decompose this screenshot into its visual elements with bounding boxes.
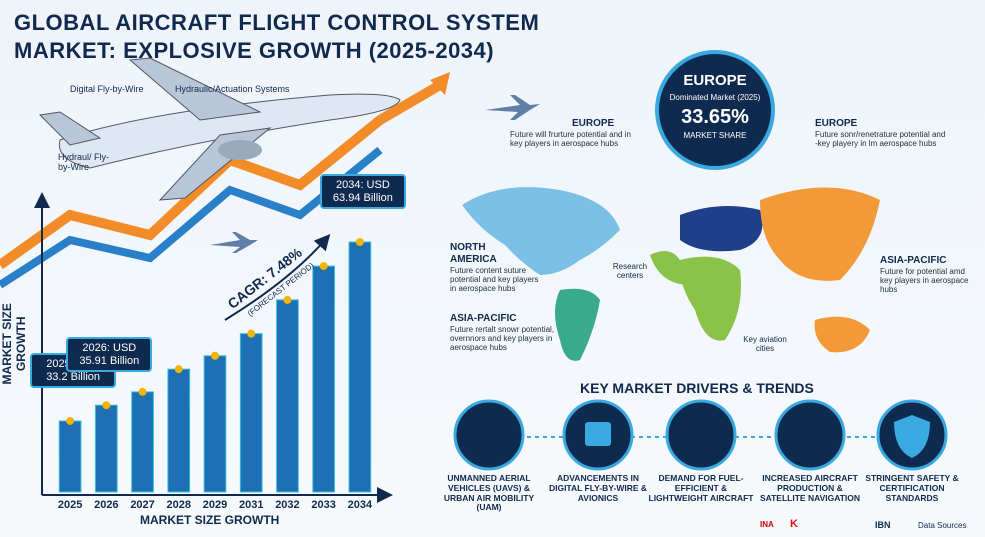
logo: INA [760, 520, 774, 529]
bar-glow [283, 295, 292, 304]
badge-caption: MARKET SHARE [683, 131, 747, 140]
bar [58, 420, 82, 493]
title: MARKET: EXPLOSIVE GROWTH (2025-2034) [14, 38, 495, 63]
bar-glow [211, 351, 219, 360]
badge-subtitle: Dominated Market (2025) [669, 93, 761, 102]
value-label: 2026: USD 35.91 Billion [66, 337, 153, 373]
y-axis-label: MARKET SIZE GROWTH [0, 303, 28, 385]
cagr-arrow [224, 233, 331, 321]
logo: IBN [875, 520, 891, 530]
plane-label: Digital Fly-by-Wire [70, 84, 144, 94]
badge-share: 33.65% [681, 106, 749, 128]
bar [203, 355, 227, 493]
bar [348, 241, 372, 493]
driver-caption: ADVANCEMENTS IN DIGITAL FLY-BY-WIRE & AV… [548, 473, 648, 503]
bar [131, 391, 154, 493]
plane-label: Hydraul/ Fly-by-Wire [58, 152, 110, 173]
region-text: Future will frurture potential and in ke… [510, 130, 631, 149]
x-tick-label: 2033 [311, 499, 335, 511]
bar-glow [174, 365, 183, 374]
region-name: NORTH AMERICA [450, 242, 497, 265]
bar-glow [138, 387, 147, 396]
x-tick-label: 2029 [203, 499, 227, 511]
bar [276, 299, 299, 493]
bar [312, 265, 336, 493]
bar [94, 404, 118, 493]
region-text: Future for potential amd key players in … [880, 267, 969, 295]
driver-caption: UNMANNED AERIAL VEHICLES (UAVS) & URBAN … [443, 473, 535, 513]
bar-glow [355, 237, 364, 246]
value-label: 2034: USD 63.94 Billion [319, 173, 406, 210]
title: GLOBAL AIRCRAFT FLIGHT CONTROL SYSTEM [14, 10, 540, 35]
region-name: ASIA-PACIFIC [450, 313, 517, 324]
badge-circle [655, 50, 775, 170]
region-text: Future rertalt snowr potential, overnnor… [450, 325, 555, 353]
driver-icons [453, 399, 948, 471]
plane-icon [210, 232, 258, 253]
data-sources: Data Sources [918, 521, 967, 530]
bar-glow [102, 401, 111, 410]
driver-caption: STRINGENT SAFETY & CERTIFICATION STANDAR… [865, 473, 959, 503]
world-map [462, 187, 880, 361]
map-label: Key aviation cities [743, 335, 787, 354]
x-axis-label: MARKET SIZE GROWTH [140, 513, 280, 527]
x-tick-label: 2031 [239, 499, 263, 511]
growth-ribbon [0, 146, 383, 289]
airplane [38, 57, 401, 201]
driver-caption: DEMAND FOR FUEL-EFFICIENT & LIGHTWEIGHT … [648, 473, 754, 503]
x-tick-label: 2026 [94, 499, 118, 511]
plane-label: Hydraulic/Actuation Systems [175, 84, 290, 94]
bar-glow [66, 416, 75, 425]
badge-region: EUROPE [683, 72, 747, 89]
arrow-head [430, 72, 450, 95]
x-tick-label: 2027 [130, 499, 154, 511]
logo: K [790, 518, 798, 530]
bar [167, 368, 191, 493]
region-name: ASIA-PACIFIC [880, 255, 947, 266]
map-label: Research centers [612, 262, 648, 281]
x-tick-label: 2032 [275, 499, 299, 511]
region-name: EUROPE [572, 118, 615, 129]
driver-caption: INCREASED AIRCRAFT PRODUCTION & SATELLIT… [759, 473, 861, 503]
bar [239, 333, 263, 493]
region-text: Future sonr/renetrature potential and -k… [815, 130, 946, 149]
plane-icon [485, 95, 540, 120]
avionics-icon [585, 422, 611, 446]
drivers-title: KEY MARKET DRIVERS & TRENDS [580, 380, 814, 396]
bar-glow [247, 329, 256, 338]
x-tick-label: 2025 [58, 499, 82, 511]
region-name: EUROPE [815, 118, 858, 129]
bar-glow [319, 262, 328, 271]
x-tick-label: 2028 [167, 499, 191, 511]
x-tick-label: 2034 [348, 499, 373, 511]
region-text: Future content suture potential and key … [450, 266, 539, 294]
shield-icon [894, 415, 930, 458]
